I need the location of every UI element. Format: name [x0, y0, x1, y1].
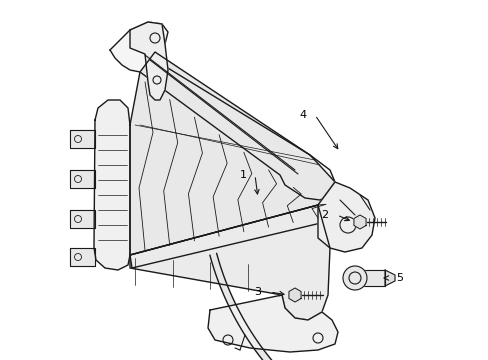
Polygon shape: [94, 100, 130, 270]
Text: 4: 4: [299, 110, 306, 120]
Polygon shape: [207, 295, 337, 352]
Text: 1: 1: [239, 170, 246, 180]
Polygon shape: [70, 210, 95, 228]
Text: 2: 2: [321, 210, 328, 220]
Text: 3: 3: [254, 287, 261, 297]
Polygon shape: [130, 22, 168, 100]
Polygon shape: [110, 22, 334, 200]
Polygon shape: [130, 52, 334, 255]
Circle shape: [342, 266, 366, 290]
Polygon shape: [317, 182, 374, 252]
Polygon shape: [288, 288, 301, 302]
Polygon shape: [354, 270, 384, 286]
Polygon shape: [70, 130, 95, 148]
Polygon shape: [384, 270, 394, 286]
Polygon shape: [353, 215, 366, 229]
Polygon shape: [70, 170, 95, 188]
Polygon shape: [70, 248, 95, 266]
Polygon shape: [130, 182, 339, 268]
Text: 5: 5: [396, 273, 403, 283]
Polygon shape: [130, 205, 329, 320]
Polygon shape: [209, 253, 430, 360]
